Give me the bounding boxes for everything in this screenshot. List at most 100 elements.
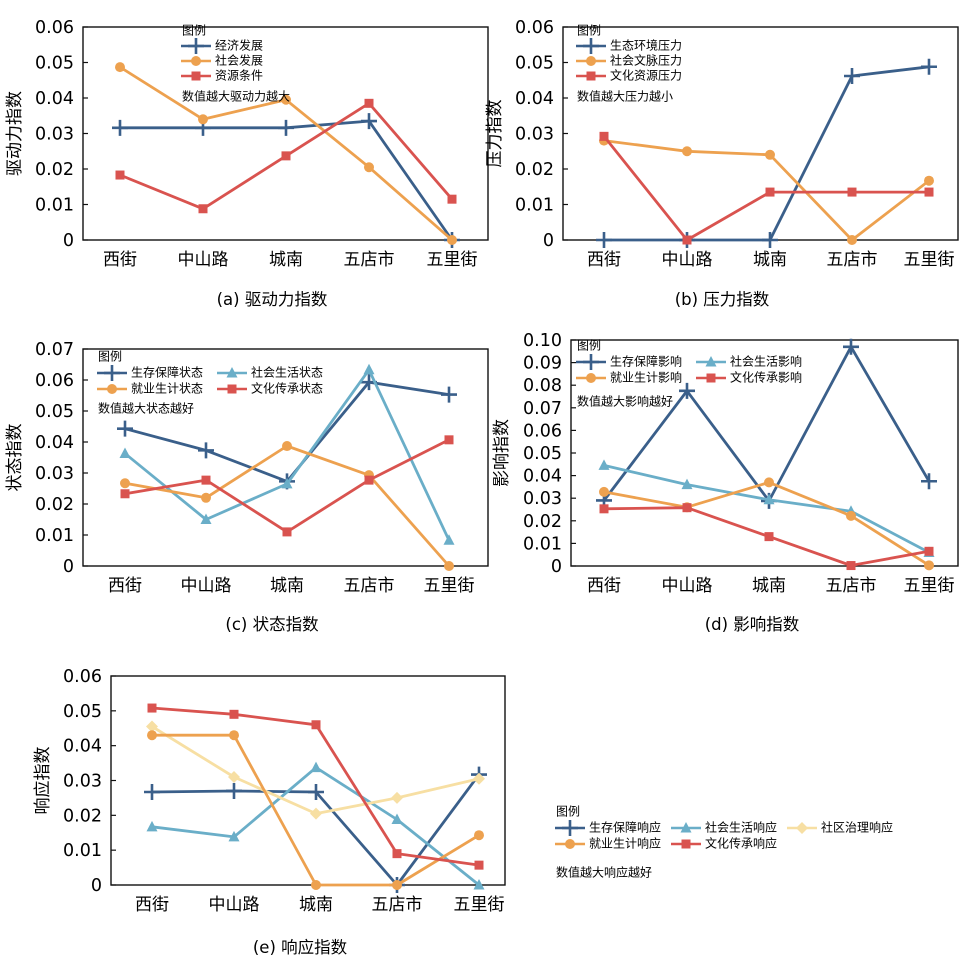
data-point xyxy=(201,475,211,485)
x-tick-label: 五店市 xyxy=(344,576,395,596)
data-point xyxy=(392,880,402,890)
data-point xyxy=(763,493,775,505)
legend-swatch-marker xyxy=(583,354,599,370)
legend-entry-label: 生存保障影响 xyxy=(610,354,682,369)
data-point xyxy=(228,830,240,842)
y-tick-label: 0.04 xyxy=(35,89,74,109)
legend-swatch-marker xyxy=(227,384,237,394)
legend-swatch-marker xyxy=(226,367,238,378)
legend-entry-label: 社会生活响应 xyxy=(705,820,777,835)
y-tick-label: 0.05 xyxy=(63,702,102,722)
y-tick-label: 0.01 xyxy=(35,526,74,546)
legend-entry-label: 生态环境压力 xyxy=(610,38,682,53)
legend-swatch-marker xyxy=(191,71,201,81)
legend-title: 图例 xyxy=(577,339,601,353)
data-point xyxy=(120,478,130,489)
data-point xyxy=(681,478,693,490)
legend-entry-label: 社会生活影响 xyxy=(730,354,802,369)
legend-swatch-marker xyxy=(681,839,691,849)
data-point xyxy=(447,194,457,204)
x-tick-label: 中山路 xyxy=(662,576,713,596)
data-point xyxy=(281,151,291,161)
x-tick-label: 西街 xyxy=(587,250,621,270)
data-point xyxy=(444,435,454,445)
data-point xyxy=(924,187,934,197)
chart-3: 0 0.01 0.02 0.03 0.04 0.05 0.06 0.07 西街 中山路 城南 五店市 五… xyxy=(5,340,489,634)
data-point xyxy=(679,382,695,399)
data-point xyxy=(599,131,609,141)
x-tick-label: 五里街 xyxy=(904,250,955,270)
y-tick-label: 0.06 xyxy=(35,18,74,38)
data-point xyxy=(391,791,403,804)
legend-swatch-marker xyxy=(104,365,120,381)
data-point xyxy=(146,720,158,733)
data-point xyxy=(201,492,211,503)
legend-entry-label: 文化传承响应 xyxy=(705,836,777,851)
x-tick-label: 西街 xyxy=(103,250,137,270)
y-tick-label: 0.05 xyxy=(515,54,554,74)
legend-entry-label: 社会发展 xyxy=(215,53,263,68)
y-tick-label: 0.07 xyxy=(523,399,562,419)
data-point xyxy=(281,94,291,105)
legend-note: 数值越大驱动力越大 xyxy=(182,89,290,104)
x-tick-label: 五里街 xyxy=(424,576,475,596)
y-tick-label: 0 xyxy=(543,231,554,251)
data-point xyxy=(282,527,292,537)
chart-2: 0 0.01 0.02 0.03 0.04 0.05 0.06 西街 中山路 城南 五店市 五里街 压力… xyxy=(485,18,959,309)
chart-caption: (d) 影响指数 xyxy=(705,615,800,634)
legend-note: 数值越大压力越小 xyxy=(577,89,673,104)
data-point xyxy=(847,187,857,197)
data-point xyxy=(115,170,125,180)
y-tick-label: 0.04 xyxy=(63,737,102,757)
y-tick-label: 0 xyxy=(91,876,102,896)
legend-entry-label: 社会生活状态 xyxy=(251,365,323,380)
y-tick-label: 0.02 xyxy=(35,495,74,515)
y-tick-label: 0.05 xyxy=(35,54,74,74)
legend-swatch-marker xyxy=(680,822,692,833)
legend-note: 数值越大影响越好 xyxy=(577,394,673,409)
data-point xyxy=(198,204,208,214)
legend-entry-label: 文化传承影响 xyxy=(730,370,802,385)
y-tick-label: 0 xyxy=(63,557,74,577)
data-point xyxy=(282,441,292,452)
data-point xyxy=(762,232,778,248)
y-tick-label: 0.02 xyxy=(63,806,102,826)
series-line-1 xyxy=(124,380,450,483)
y-tick-label: 0.10 xyxy=(523,331,562,351)
plot-frame xyxy=(82,348,489,567)
legend-swatch-marker xyxy=(705,356,717,367)
y-tick-label: 0.04 xyxy=(35,433,74,453)
legend-entry-label: 就业生计影响 xyxy=(610,370,682,385)
data-point xyxy=(310,761,322,773)
data-point xyxy=(311,720,321,730)
x-tick-label: 五店市 xyxy=(826,576,877,596)
plot-frame xyxy=(110,675,506,886)
data-point xyxy=(844,67,860,84)
data-point xyxy=(310,807,322,820)
data-point xyxy=(765,149,775,160)
legend-entry-label: 资源条件 xyxy=(215,69,263,83)
data-point xyxy=(447,235,457,245)
data-point xyxy=(441,386,457,403)
data-point xyxy=(120,489,130,499)
legend-title: 图例 xyxy=(577,24,601,38)
legend-entry-label: 生存保障状态 xyxy=(131,365,203,380)
legend-entry-label: 经济发展 xyxy=(215,38,263,53)
y-tick-label: 0.06 xyxy=(515,18,554,38)
x-tick-label: 五店市 xyxy=(372,895,423,915)
y-tick-label: 0.03 xyxy=(63,772,102,792)
x-tick-label: 城南 xyxy=(270,576,304,596)
data-point xyxy=(392,849,402,859)
data-point xyxy=(921,473,937,490)
legend-title: 图例 xyxy=(182,24,206,38)
legend-entry-label: 文化资源压力 xyxy=(610,68,682,83)
y-tick-label: 0.04 xyxy=(515,89,554,109)
legend-entry-label: 生存保障响应 xyxy=(589,820,661,835)
data-point xyxy=(146,820,158,832)
data-point xyxy=(115,62,125,73)
y-tick-label: 0.06 xyxy=(35,371,74,391)
